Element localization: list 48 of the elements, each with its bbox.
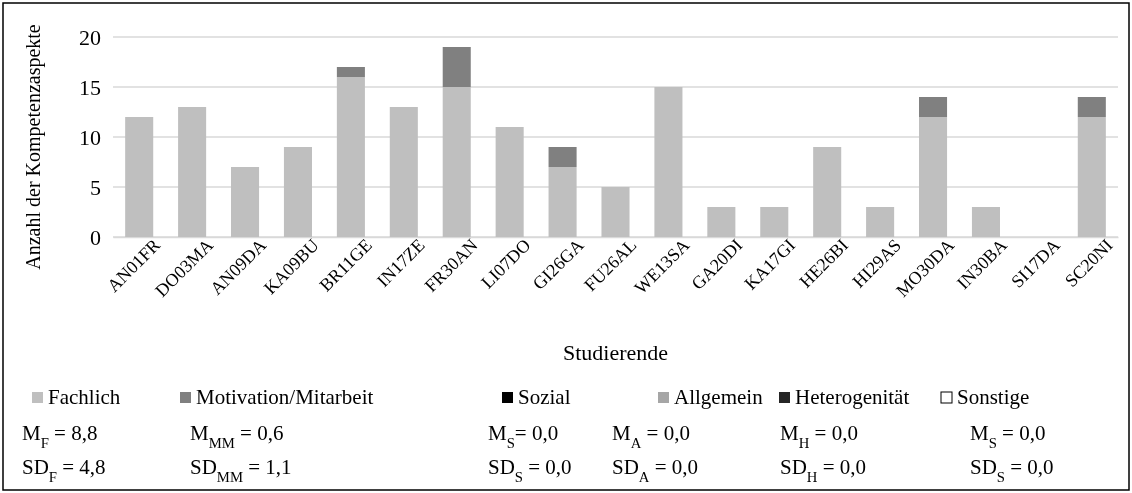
- bar: [654, 87, 683, 237]
- text: SD$_{A}$ = 0,0: [612, 455, 699, 485]
- bar: [231, 167, 260, 237]
- y-tick-label: 0: [90, 224, 101, 250]
- bar: [125, 117, 154, 237]
- bar: [919, 117, 948, 237]
- bar: [442, 87, 471, 237]
- bar: [813, 147, 842, 237]
- text: SD$_{S}$ = 0,0: [970, 455, 1054, 485]
- text: SD$_{H}$ = 0,0: [780, 455, 867, 485]
- legend-label: Fachlich: [48, 385, 121, 409]
- legend-label: Motivation/Mitarbeit: [196, 385, 374, 409]
- text: M$_{S}$= 0,0: [488, 421, 559, 451]
- y-tick-label: 10: [79, 124, 101, 150]
- text: M$_{A}$ = 0,0: [612, 421, 690, 451]
- legend-label: Sozial: [518, 385, 571, 409]
- text: M$_{H}$ = 0,0: [780, 421, 858, 451]
- bar: [971, 207, 1000, 237]
- legend-label: Allgemein: [674, 385, 764, 409]
- bar: [178, 107, 207, 237]
- y-tick-label: 5: [90, 174, 101, 200]
- text: SD$_{MM}$ = 1,1: [190, 455, 292, 485]
- bar: [548, 167, 577, 237]
- bar: [707, 207, 736, 237]
- text: M$_{F}$ = 8,8: [22, 421, 98, 451]
- bar: [389, 107, 418, 237]
- legend-label: Heterogenität: [795, 385, 910, 409]
- bar: [1077, 117, 1106, 237]
- bar: [601, 187, 630, 237]
- bar: [495, 127, 524, 237]
- bar: [760, 207, 789, 237]
- bar: [336, 77, 365, 237]
- bar: [548, 147, 577, 167]
- bar: [283, 147, 312, 237]
- x-axis-title: Studierende: [562, 340, 669, 365]
- text: SD$_{S}$ = 0,0: [488, 455, 572, 485]
- text: SD$_{F}$ = 4,8: [22, 455, 106, 485]
- bar: [866, 207, 895, 237]
- y-axis-title: Anzahl der Kompetenzaspekte: [22, 24, 45, 270]
- text: M$_{MM}$ = 0,6: [190, 421, 284, 451]
- bar: [919, 97, 948, 117]
- y-tick-label: 20: [79, 24, 101, 50]
- bar: [336, 67, 365, 77]
- bar: [1077, 97, 1106, 117]
- bar: [442, 47, 471, 87]
- text: M$_{S}$ = 0,0: [970, 421, 1046, 451]
- y-tick-label: 15: [79, 74, 101, 100]
- legend-label: Sonstige: [957, 385, 1030, 409]
